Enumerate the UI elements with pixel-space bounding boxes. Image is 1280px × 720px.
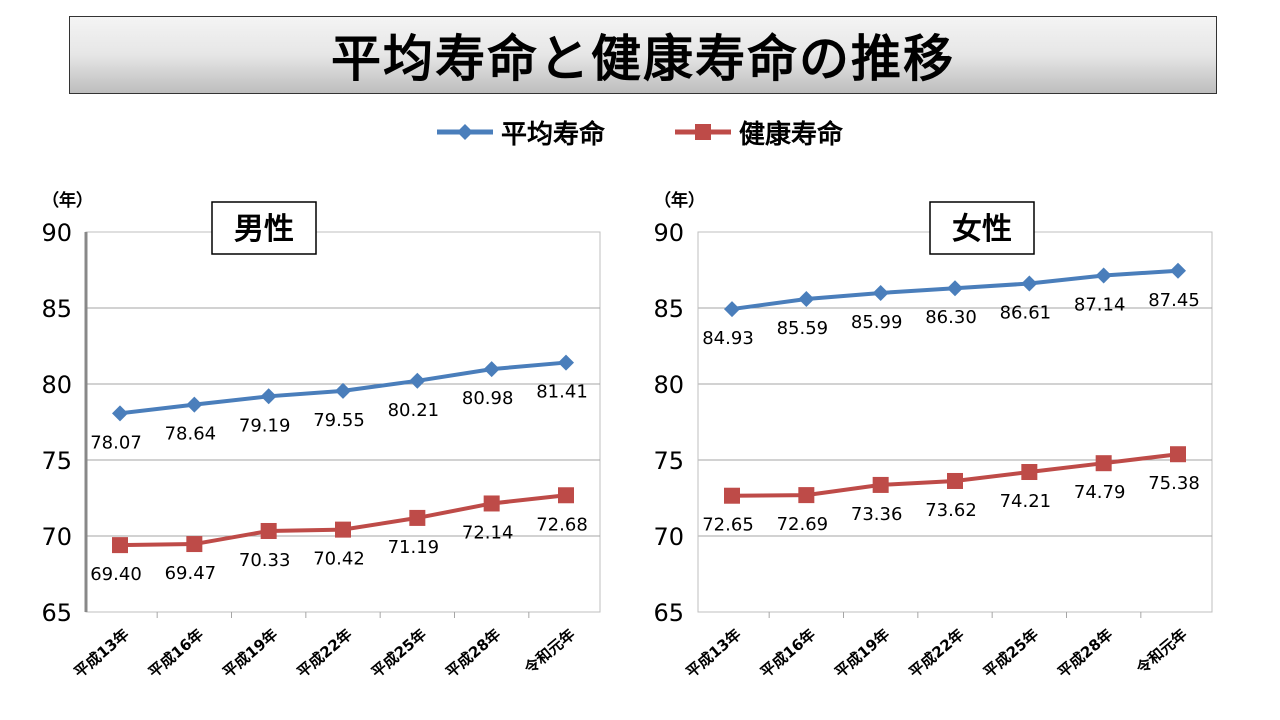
y-tick-label: 85 bbox=[41, 295, 72, 323]
data-point-diamond bbox=[1021, 275, 1038, 292]
data-point-diamond bbox=[947, 280, 963, 297]
y-tick-label: 90 bbox=[653, 219, 684, 247]
legend: 平均寿命 健康寿命 bbox=[0, 112, 1280, 152]
data-point-diamond bbox=[335, 382, 351, 399]
y-tick-label: 90 bbox=[41, 219, 72, 247]
data-label: 72.69 bbox=[777, 514, 829, 535]
data-label: 72.14 bbox=[462, 522, 514, 543]
data-point-diamond bbox=[798, 291, 815, 308]
data-label: 75.38 bbox=[1148, 473, 1200, 494]
data-point-square bbox=[558, 487, 574, 504]
y-tick-label: 70 bbox=[653, 523, 684, 551]
legend-label-healthy: 健康寿命 bbox=[739, 119, 844, 150]
legend-label-average: 平均寿命 bbox=[500, 119, 605, 150]
x-tick-label: 平成22年 bbox=[294, 625, 356, 681]
y-tick-label: 65 bbox=[41, 599, 72, 627]
x-tick-label: 平成25年 bbox=[368, 625, 430, 681]
chart-female: 90 85 80 75 70 65 （年） 平成13年 平成16年 平成19年 平成22年 平成25年… bbox=[653, 190, 1213, 681]
data-label: 87.14 bbox=[1074, 294, 1126, 315]
data-point-square bbox=[798, 487, 815, 504]
panel-title: 男性 bbox=[234, 212, 294, 247]
x-tick-label: 平成28年 bbox=[1054, 625, 1116, 681]
panel-title-box bbox=[211, 201, 317, 255]
data-point-square bbox=[724, 487, 740, 504]
data-label: 78.64 bbox=[165, 424, 217, 445]
data-point-diamond bbox=[409, 372, 426, 389]
data-label: 87.45 bbox=[1148, 290, 1200, 311]
data-point-square bbox=[872, 476, 889, 493]
data-point-diamond bbox=[558, 354, 574, 371]
title-banner: 平均寿命と健康寿命の推移 bbox=[69, 16, 1217, 94]
x-tick-label: 平成16年 bbox=[145, 625, 207, 681]
y-tick-label: 75 bbox=[41, 447, 72, 475]
data-point-diamond bbox=[186, 396, 203, 413]
data-point-square bbox=[1170, 446, 1186, 463]
page-title: 平均寿命と健康寿命の推移 bbox=[331, 30, 955, 88]
data-label: 85.59 bbox=[777, 318, 829, 339]
data-label: 72.68 bbox=[536, 514, 588, 535]
data-label: 71.19 bbox=[388, 537, 440, 558]
y-tick-label: 85 bbox=[653, 295, 684, 323]
data-point-diamond bbox=[1170, 262, 1186, 279]
y-tick-label: 80 bbox=[41, 371, 72, 399]
data-point-diamond bbox=[112, 405, 128, 422]
data-label: 70.42 bbox=[313, 549, 365, 570]
data-label: 72.65 bbox=[702, 515, 754, 536]
data-point-square bbox=[186, 536, 203, 553]
y-tick-label: 75 bbox=[653, 447, 684, 475]
data-point-square bbox=[1095, 455, 1112, 472]
data-label: 73.36 bbox=[851, 504, 903, 525]
data-label: 80.98 bbox=[462, 388, 514, 409]
x-tick-label: 平成25年 bbox=[980, 625, 1042, 681]
data-label: 86.61 bbox=[1000, 303, 1052, 324]
x-tick-label: 平成13年 bbox=[71, 625, 133, 681]
y-tick-label: 80 bbox=[653, 371, 684, 399]
data-label: 74.21 bbox=[1000, 491, 1052, 512]
data-label: 81.41 bbox=[536, 382, 588, 403]
x-tick-label: 平成13年 bbox=[683, 625, 745, 681]
legend-item-healthy: 健康寿命 bbox=[675, 114, 843, 151]
y-axis-unit-label: （年） bbox=[654, 190, 705, 211]
panel-title: 女性 bbox=[952, 212, 1012, 247]
data-label: 73.62 bbox=[925, 500, 977, 521]
data-label: 70.33 bbox=[239, 550, 291, 571]
data-label: 69.47 bbox=[165, 563, 217, 584]
data-point-square bbox=[112, 537, 128, 554]
data-label: 69.40 bbox=[90, 564, 142, 585]
data-label: 86.30 bbox=[925, 307, 977, 328]
x-tick-label: 平成19年 bbox=[831, 625, 893, 681]
data-point-diamond bbox=[724, 301, 740, 318]
x-tick-label: 令和元年 bbox=[521, 625, 579, 677]
data-point-square bbox=[260, 522, 277, 539]
x-tick-label: 平成22年 bbox=[906, 625, 968, 681]
data-label: 79.55 bbox=[313, 410, 365, 431]
data-point-diamond bbox=[1095, 267, 1112, 284]
data-point-square bbox=[335, 521, 351, 538]
data-point-square bbox=[409, 509, 426, 526]
data-label: 85.99 bbox=[851, 312, 903, 333]
legend-item-average: 平均寿命 bbox=[436, 114, 605, 151]
data-point-diamond bbox=[483, 361, 500, 378]
x-tick-label: 平成28年 bbox=[442, 625, 504, 681]
data-point-diamond bbox=[872, 284, 889, 301]
x-tick-label: 令和元年 bbox=[1133, 625, 1191, 677]
data-label: 80.21 bbox=[388, 400, 440, 421]
data-label: 78.07 bbox=[90, 432, 142, 453]
y-tick-label: 70 bbox=[41, 523, 72, 551]
data-point-diamond bbox=[260, 388, 277, 405]
data-point-square bbox=[483, 495, 500, 512]
panel-title-box bbox=[929, 201, 1035, 255]
y-axis-unit-label: （年） bbox=[42, 190, 93, 211]
legend-marker-diamond-icon bbox=[436, 124, 493, 140]
x-tick-label: 平成19年 bbox=[219, 625, 281, 681]
legend-marker-square-icon bbox=[675, 124, 731, 140]
data-label: 79.19 bbox=[239, 415, 291, 436]
data-point-square bbox=[947, 472, 963, 489]
chart-male: 90 85 80 75 70 65 （年） 平成13年 平成16年 平成19年 平成22年 平成25年… bbox=[41, 190, 601, 681]
data-label: 84.93 bbox=[702, 328, 754, 349]
x-tick-label: 平成16年 bbox=[757, 625, 819, 681]
y-tick-label: 65 bbox=[653, 599, 684, 627]
data-label: 74.79 bbox=[1074, 482, 1126, 503]
data-point-square bbox=[1021, 464, 1038, 481]
